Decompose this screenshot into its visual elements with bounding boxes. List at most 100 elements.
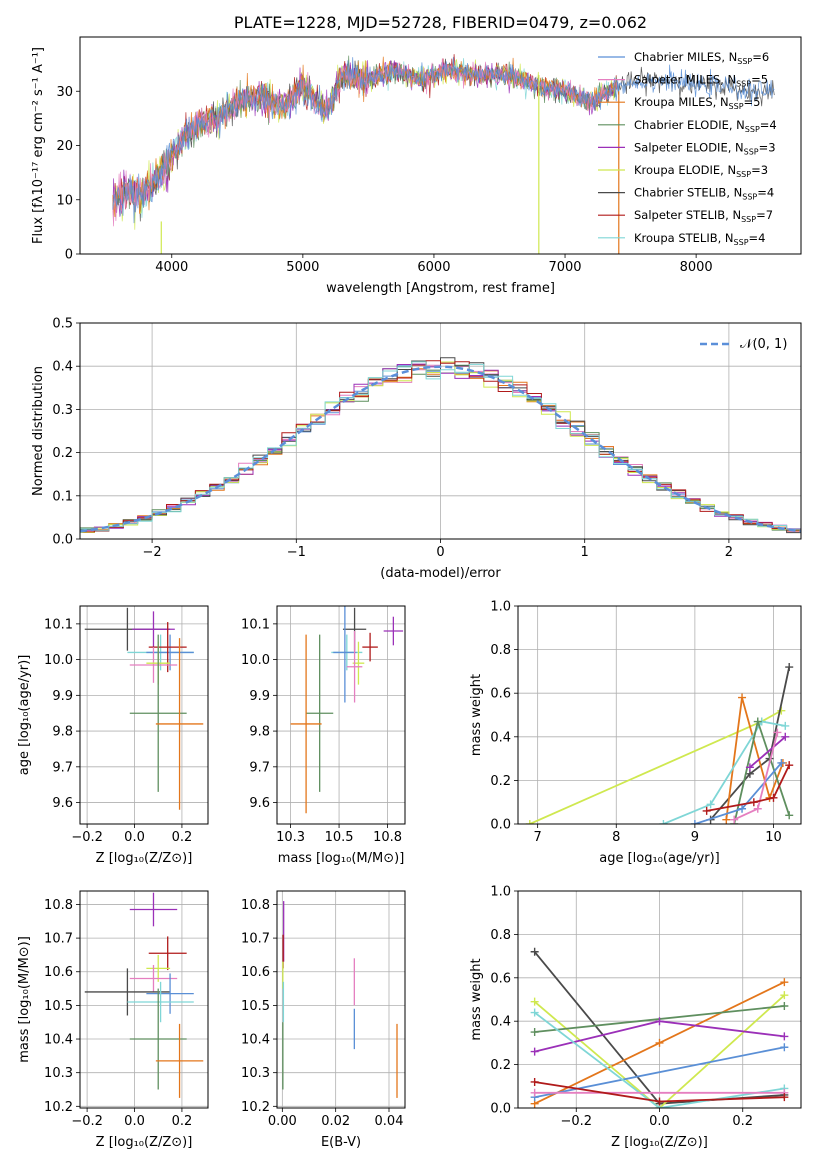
- x-axis-label: age [log₁₀(age/yr)]: [599, 851, 720, 866]
- axes-frame: [79, 605, 209, 825]
- y-tick-label: 10.5: [44, 999, 73, 1014]
- y-axis-label: mass [log₁₀(M/M⊙)]: [17, 936, 32, 1063]
- errorbar-point-chabrier_elodie: [306, 634, 334, 792]
- x-tick-label: 5000: [286, 260, 319, 275]
- y-tick-label: 10.0: [241, 653, 270, 668]
- y-tick-label: 10.7: [241, 932, 270, 947]
- y-tick-label: 10.4: [44, 1033, 73, 1048]
- plot-area: [282, 901, 398, 1098]
- x-tick-label: 8000: [680, 260, 713, 275]
- weight-marker: [781, 732, 790, 741]
- legend: 𝒩(0, 1): [700, 337, 787, 352]
- x-tick-label: −1: [287, 545, 306, 560]
- y-tick-label: 0.0: [490, 1102, 511, 1117]
- plot-area: [530, 947, 789, 1108]
- legend-label-eq: =6: [752, 50, 769, 64]
- weight-marker: [777, 758, 786, 767]
- panel-residuals: −2 −1 0 1 2 0.0 0.1 0.2 0.3 0.4 0.5 (data-model)/er…: [31, 317, 802, 581]
- weight-marker: [769, 793, 778, 802]
- y-tick-label: 10.8: [241, 898, 270, 913]
- x-axis-label: E(B-V): [321, 1135, 361, 1150]
- spectrum-line-chabrier_miles: [112, 57, 775, 224]
- legend-label-sub: SSP: [744, 147, 759, 156]
- legend-label-sub: SSP: [742, 193, 757, 202]
- legend-label-name: Kroupa MILES, N: [634, 95, 729, 109]
- axes-frame: [79, 322, 802, 540]
- x-tick-label: 1: [581, 545, 589, 560]
- weight-marker: [702, 806, 711, 815]
- legend-label: Kroupa MILES, NSSP=5: [634, 95, 760, 111]
- legend-item: Salpeter ELODIE, NSSP=3: [598, 140, 776, 156]
- legend-label-eq: =5: [751, 73, 768, 87]
- legend-item: Chabrier STELIB, NSSP=4: [598, 186, 774, 202]
- weight-marker: [655, 1097, 664, 1106]
- x-tick-label: 0.02: [321, 1114, 350, 1129]
- y-tick-label: 10.2: [44, 1100, 73, 1115]
- weight-marker: [655, 1017, 664, 1026]
- errorbar-point-salpeter_elodie: [129, 892, 178, 927]
- weight-marker: [753, 804, 762, 813]
- errorbar-point-salpeter_miles: [346, 631, 363, 703]
- y-tick-label: 10: [56, 193, 73, 208]
- y-tick-label: 10.2: [241, 1100, 270, 1115]
- x-tick-label: 4000: [155, 260, 188, 275]
- panel-mass_vs_Z: −0.2 0.0 0.2 10.2 10.3 10.4 10.5 10.6 10.7 10.8 Z …: [17, 890, 209, 1150]
- weight-marker: [745, 763, 754, 772]
- weight-marker: [525, 820, 534, 824]
- weight-line-salpeter_stelib: [706, 764, 791, 812]
- legend-item: Chabrier ELODIE, NSSP=4: [598, 118, 777, 134]
- legend-label-eq: =4: [760, 118, 777, 132]
- legend-item: Kroupa STELIB, NSSP=4: [598, 231, 765, 247]
- weight-line-kroupa_stelib: [534, 1011, 785, 1108]
- plot-area: [84, 892, 204, 1098]
- legend-label: Salpeter MILES, NSSP=5: [634, 73, 768, 89]
- weight-marker: [780, 991, 789, 1000]
- panel-spectrum: 4000 5000 6000 7000 8000 0 10 20 30 wavelength [A…: [31, 13, 802, 296]
- x-tick-label: 0.04: [375, 1114, 404, 1129]
- x-tick-label: 8: [612, 830, 620, 845]
- weight-marker: [738, 693, 747, 702]
- weight-marker: [659, 820, 668, 824]
- weight-line-kroupa_miles: [725, 697, 784, 820]
- legend-label-sub: SSP: [741, 215, 756, 224]
- y-tick-label: 9.7: [249, 760, 270, 775]
- legend-label-name: Kroupa STELIB, N: [634, 231, 734, 245]
- y-tick-label: 9.9: [52, 689, 73, 704]
- x-axis-label: Z [log₁₀(Z/Z⊙)]: [611, 1135, 708, 1150]
- legend-label-sub: SSP: [729, 102, 744, 111]
- errorbar-point-salpeter_miles: [129, 965, 178, 992]
- legend-label-eq: =3: [751, 163, 768, 177]
- y-tick-label: 0: [65, 248, 73, 263]
- y-tick-label: 0.4: [490, 730, 511, 745]
- y-tick-label: 9.7: [52, 760, 73, 775]
- y-tick-label: 10.6: [241, 965, 270, 980]
- legend-label-eq: =4: [749, 231, 766, 245]
- weight-marker: [730, 815, 739, 824]
- legend-label: Salpeter STELIB, NSSP=7: [634, 208, 773, 224]
- errorbar-point-kroupa_stelib: [127, 981, 194, 1023]
- axes-frame: [517, 605, 802, 825]
- legend-label-eq: =3: [759, 140, 776, 154]
- y-tick-label: 0.5: [52, 317, 73, 332]
- axes-frame: [276, 605, 406, 825]
- y-tick-label: 9.9: [249, 689, 270, 704]
- weight-marker: [655, 1038, 664, 1047]
- x-tick-label: 6000: [417, 260, 450, 275]
- errorbar-point-kroupa_elodie: [146, 954, 171, 982]
- axes-frame: [517, 890, 802, 1109]
- weight-marker: [749, 798, 758, 807]
- legend-item: Chabrier MILES, NSSP=6: [598, 50, 769, 66]
- gaussian-curve: [80, 365, 801, 533]
- weight-line-salpeter_elodie: [749, 736, 786, 768]
- weight-line-kroupa_elodie: [534, 994, 786, 1108]
- panel-age_vs_Z: −0.2 0.0 0.2 9.6 9.7 9.8 9.9 10.0 10.1 Z [log₁₀(Z…: [17, 605, 209, 866]
- legend-label-sub: SSP: [736, 80, 751, 89]
- x-tick-label: 2: [725, 545, 733, 560]
- y-axis-label: mass weight: [469, 958, 484, 1040]
- errorbar-point-kroupa_miles: [155, 638, 204, 810]
- legend-item: Salpeter MILES, NSSP=5: [598, 73, 768, 89]
- legend-label-name: Kroupa ELODIE, N: [634, 163, 736, 177]
- errorbar-point-kroupa_miles: [155, 1023, 204, 1098]
- y-tick-label: 10.1: [241, 617, 270, 632]
- y-tick-label: 1.0: [490, 600, 511, 615]
